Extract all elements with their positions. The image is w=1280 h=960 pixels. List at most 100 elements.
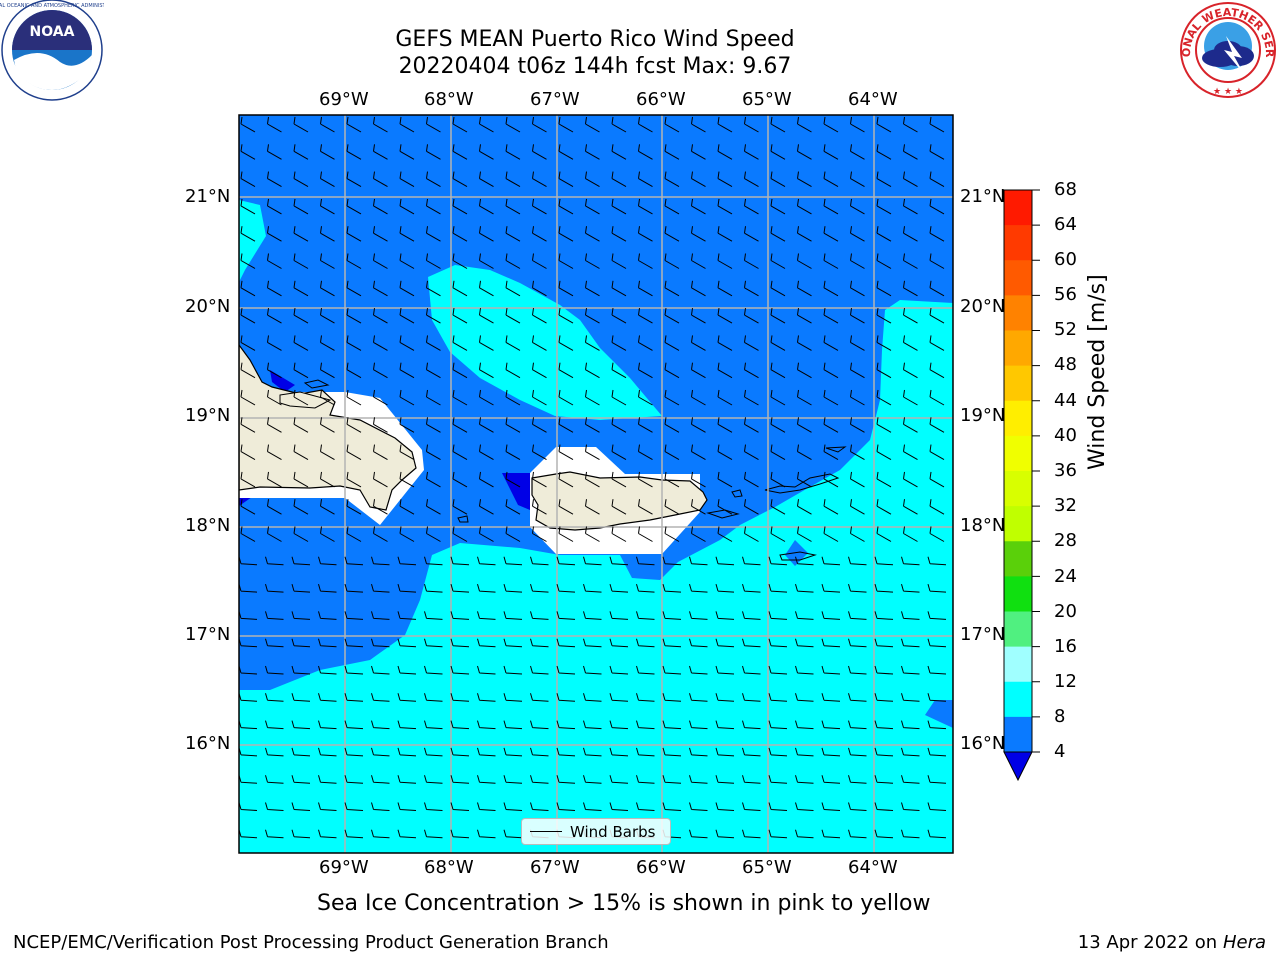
wind-barb	[927, 665, 947, 675]
wind-barb	[609, 638, 629, 648]
wind-barb	[452, 499, 468, 515]
wind-barb	[426, 116, 441, 133]
wind-barb	[929, 389, 945, 406]
wind-barb	[267, 471, 282, 488]
wind-barb	[320, 471, 335, 488]
wind-barb	[452, 526, 468, 542]
wind-barb	[717, 417, 733, 433]
wind-barb	[399, 198, 415, 215]
wind-barb	[505, 362, 521, 379]
wind-barb	[397, 611, 417, 620]
wind-barb	[821, 665, 841, 675]
wind-barb	[505, 144, 521, 160]
wind-barb	[479, 417, 494, 433]
wind-barb	[850, 226, 865, 242]
wind-barb	[927, 802, 947, 811]
wind-barb	[850, 116, 865, 133]
wind-barb	[477, 720, 496, 730]
wind-barb	[874, 583, 894, 593]
wind-barb	[903, 144, 918, 160]
wind-barb	[850, 499, 865, 515]
wind-barb	[823, 116, 839, 133]
lat-label-right: 18°N	[960, 515, 1006, 536]
wind-barb	[742, 775, 761, 784]
wind-barb	[823, 444, 839, 461]
wind-barb	[876, 198, 892, 215]
wind-barb	[929, 226, 945, 242]
colorbar-tick: 28	[1054, 530, 1077, 551]
wind-barb	[240, 171, 256, 188]
wind-barb	[397, 829, 417, 839]
wind-barb	[744, 471, 759, 488]
wind-barb	[744, 198, 759, 215]
wind-barb	[346, 499, 362, 515]
wind-barb	[452, 389, 468, 406]
wind-barb	[583, 775, 602, 784]
wind-barb	[426, 226, 441, 242]
wind-barb	[903, 362, 918, 379]
wind-barb	[664, 171, 680, 188]
wind-barb	[823, 526, 839, 542]
wind-barb	[371, 802, 390, 811]
wind-barb	[532, 389, 547, 406]
wind-barb	[426, 198, 441, 215]
lon-label-top: 66°W	[636, 89, 686, 110]
wind-barb	[479, 389, 494, 406]
wind-barb	[318, 747, 337, 757]
wind-barb	[503, 693, 523, 702]
wind-barb	[291, 802, 311, 811]
wind-barb	[399, 144, 415, 160]
wind-barb	[320, 280, 335, 297]
wind-barb	[691, 526, 706, 542]
wind-barb	[267, 198, 282, 215]
wind-barb	[558, 253, 574, 269]
lat-label-right: 21°N	[960, 186, 1006, 207]
wind-barb	[583, 747, 602, 757]
wind-barb	[823, 389, 839, 406]
lon-label-bottom: 65°W	[742, 857, 792, 878]
wind-barb	[927, 775, 947, 784]
mona-island-outline	[457, 515, 469, 523]
wind-barb	[662, 693, 682, 702]
wind-barb	[479, 308, 494, 324]
colorbar-segment	[1004, 260, 1032, 296]
wind-barb	[558, 280, 574, 297]
wind-barb	[638, 417, 653, 433]
wind-barb	[426, 308, 441, 324]
wind-barb	[664, 116, 680, 133]
wind-barb	[821, 583, 841, 593]
wind-barb	[585, 389, 600, 406]
lat-label-left: 18°N	[185, 515, 231, 536]
wind-barb	[636, 693, 655, 702]
wind-barb	[689, 775, 708, 784]
wind-barb	[689, 665, 708, 675]
wind-barb	[638, 116, 653, 133]
wind-barb	[267, 226, 282, 242]
wind-barb	[503, 747, 523, 757]
wind-barb	[717, 116, 733, 133]
wind-barb	[318, 775, 337, 784]
wind-barb	[929, 171, 945, 188]
wind-barb	[344, 829, 364, 839]
wind-barb	[503, 720, 523, 730]
lat-label-right: 17°N	[960, 624, 1006, 645]
wind-barb	[373, 417, 388, 433]
hispaniola-peninsula	[279, 391, 332, 409]
wind-barb	[556, 665, 576, 675]
wind-barb	[638, 362, 653, 379]
wind-barb	[373, 116, 388, 133]
wind-barb	[901, 829, 920, 839]
wind-barb	[477, 829, 496, 839]
wind-barb	[503, 638, 523, 648]
wind-barb	[850, 198, 865, 215]
wind-barb	[503, 611, 523, 620]
wind-barb	[770, 171, 786, 188]
wind-barb	[744, 417, 759, 433]
wind-barb	[452, 198, 468, 215]
wind-barb	[320, 417, 335, 433]
wind-barb	[903, 444, 918, 461]
wind-barb	[265, 775, 284, 784]
wind-barb	[638, 389, 653, 406]
wind-barb	[823, 499, 839, 515]
lat-label-right: 19°N	[960, 405, 1006, 426]
